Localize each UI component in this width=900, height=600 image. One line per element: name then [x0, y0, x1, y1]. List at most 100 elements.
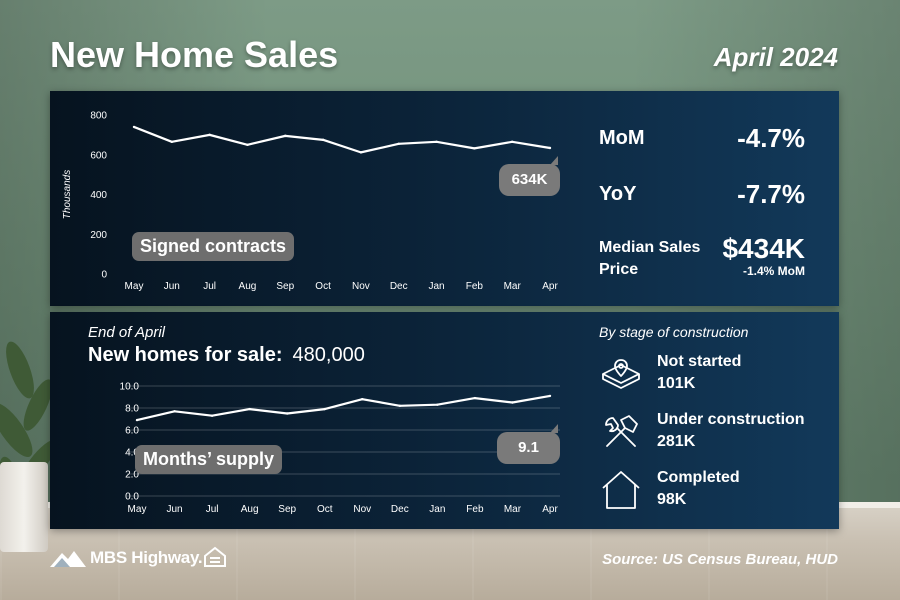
data-point: [511, 401, 514, 404]
data-point: [435, 140, 438, 144]
x-tick-label: Mar: [504, 281, 522, 292]
x-tick-label: Jul: [203, 281, 216, 292]
mom-value: -4.7%: [737, 123, 805, 153]
x-tick-label: Oct: [317, 504, 333, 515]
months-supply-callout: 9.1: [497, 432, 560, 464]
x-tick-label: Nov: [352, 281, 370, 292]
stage-completed: Completed 98K: [599, 468, 839, 518]
mountain-logo-icon: [50, 551, 86, 567]
inventory-panel: 0.0 2.0 4.0 6.0 8.0 10.0 May Jun Jul Aug Sep Oct Nov…: [50, 312, 839, 529]
equal-housing-icon: [204, 546, 226, 567]
stage-count: 98K: [657, 491, 687, 508]
x-tick-label: Jun: [164, 281, 180, 292]
data-point: [284, 134, 287, 138]
data-point: [398, 404, 402, 407]
signed-contracts-label: Signed contracts: [132, 232, 295, 261]
signed-contracts-callout: 634K: [499, 164, 560, 196]
construction-stages: By stage of construction Not started 101…: [599, 312, 839, 529]
sales-stats: MoM -4.7% YoY -7.7% Median Sales Price $…: [599, 91, 839, 306]
data-point: [436, 403, 439, 406]
hammer-wrench-icon: [605, 415, 638, 447]
homes-for-sale-label: New homes for sale:: [88, 344, 283, 366]
x-tick-label: Feb: [466, 504, 484, 515]
data-point: [248, 407, 251, 411]
data-point: [359, 151, 363, 154]
data-point: [321, 138, 325, 142]
data-point: [361, 398, 364, 401]
series-line: [133, 125, 551, 154]
series-line: [136, 394, 551, 422]
stage-not-started: Not started 101K: [599, 352, 839, 402]
x-tick-label: Dec: [391, 504, 409, 515]
x-tick-label: Jun: [166, 504, 182, 515]
data-point: [135, 418, 139, 422]
data-point: [548, 146, 552, 150]
period-label: End of April: [88, 324, 165, 341]
data-point: [323, 407, 326, 411]
y-tick-label: 2.0: [125, 470, 139, 481]
y-tick-label: 800: [90, 111, 107, 122]
x-tick-label: Mar: [504, 504, 522, 515]
signed-contracts-chart: 0 200 400 600 800 May Jun Jul Aug Sep Oct Nov Dec Jan…: [62, 111, 558, 293]
data-point: [246, 143, 249, 147]
y-axis-label: Thousands: [62, 170, 73, 219]
data-point: [173, 410, 176, 413]
brand-name: MBS Highway.: [90, 548, 203, 567]
mom-label: MoM: [599, 127, 645, 149]
data-point: [397, 142, 400, 146]
y-tick-label: 4.0: [125, 448, 139, 459]
months-supply-chart: 0.0 2.0 4.0 6.0 8.0 10.0 May Jun Jul Aug Sep Oct Nov…: [120, 382, 560, 515]
y-tick-label: 0.0: [125, 492, 139, 503]
page-title: New Home Sales: [50, 34, 339, 75]
x-tick-label: Feb: [466, 281, 484, 292]
stage-count: 281K: [657, 433, 696, 450]
x-tick-label: Apr: [542, 281, 558, 292]
source-citation: Source: US Census Bureau, HUD: [602, 551, 838, 568]
y-tick-label: 200: [90, 230, 107, 241]
data-point: [170, 140, 174, 144]
data-point: [210, 414, 214, 417]
x-tick-label: Jan: [428, 281, 444, 292]
y-tick-label: 0: [101, 270, 107, 281]
x-tick-label: Jul: [206, 504, 219, 515]
homes-for-sale-value: 480,000: [292, 344, 365, 366]
months-supply-label: Months’ supply: [135, 445, 283, 474]
x-tick-label: Dec: [390, 281, 408, 292]
x-tick-label: Apr: [542, 504, 558, 515]
callout-pointer: [550, 424, 558, 433]
data-point: [473, 396, 477, 400]
stage-under-construction: Under construction 281K: [599, 410, 839, 460]
data-point: [510, 140, 514, 144]
plant-decoration: [0, 310, 70, 570]
stages-title: By stage of construction: [599, 324, 749, 340]
x-tick-label: May: [128, 504, 147, 515]
y-tick-label: 400: [90, 190, 107, 201]
house-icon: [602, 471, 640, 509]
median-price-change: -1.4% MoM: [742, 264, 805, 278]
plant-pot: [0, 462, 48, 552]
yoy-value: -7.7%: [737, 179, 805, 209]
x-tick-label: Aug: [239, 281, 257, 292]
yoy-label: YoY: [599, 183, 637, 205]
x-tick-label: Oct: [315, 281, 331, 292]
x-tick-label: May: [125, 281, 144, 292]
homes-for-sale: New homes for sale: 480,000: [88, 344, 365, 367]
data-point: [285, 412, 289, 415]
stage-count: 101K: [657, 375, 696, 392]
stage-name: Completed: [657, 469, 740, 486]
x-tick-label: Sep: [278, 504, 296, 515]
data-point: [548, 394, 552, 398]
months-supply-callout-value: 9.1: [518, 439, 539, 456]
x-tick-label: Aug: [241, 504, 259, 515]
data-point: [208, 133, 211, 137]
brand-logo: MBS Highway.: [50, 545, 203, 571]
x-tick-label: Nov: [353, 504, 371, 515]
y-tick-label: 8.0: [125, 404, 139, 415]
lot-location-icon: [602, 359, 640, 389]
x-tick-label: Sep: [276, 281, 294, 292]
report-date: April 2024: [713, 42, 838, 72]
callout-pointer: [550, 156, 558, 165]
y-tick-label: 10.0: [120, 382, 140, 393]
stage-name: Not started: [657, 353, 742, 370]
y-tick-label: 6.0: [125, 426, 139, 437]
